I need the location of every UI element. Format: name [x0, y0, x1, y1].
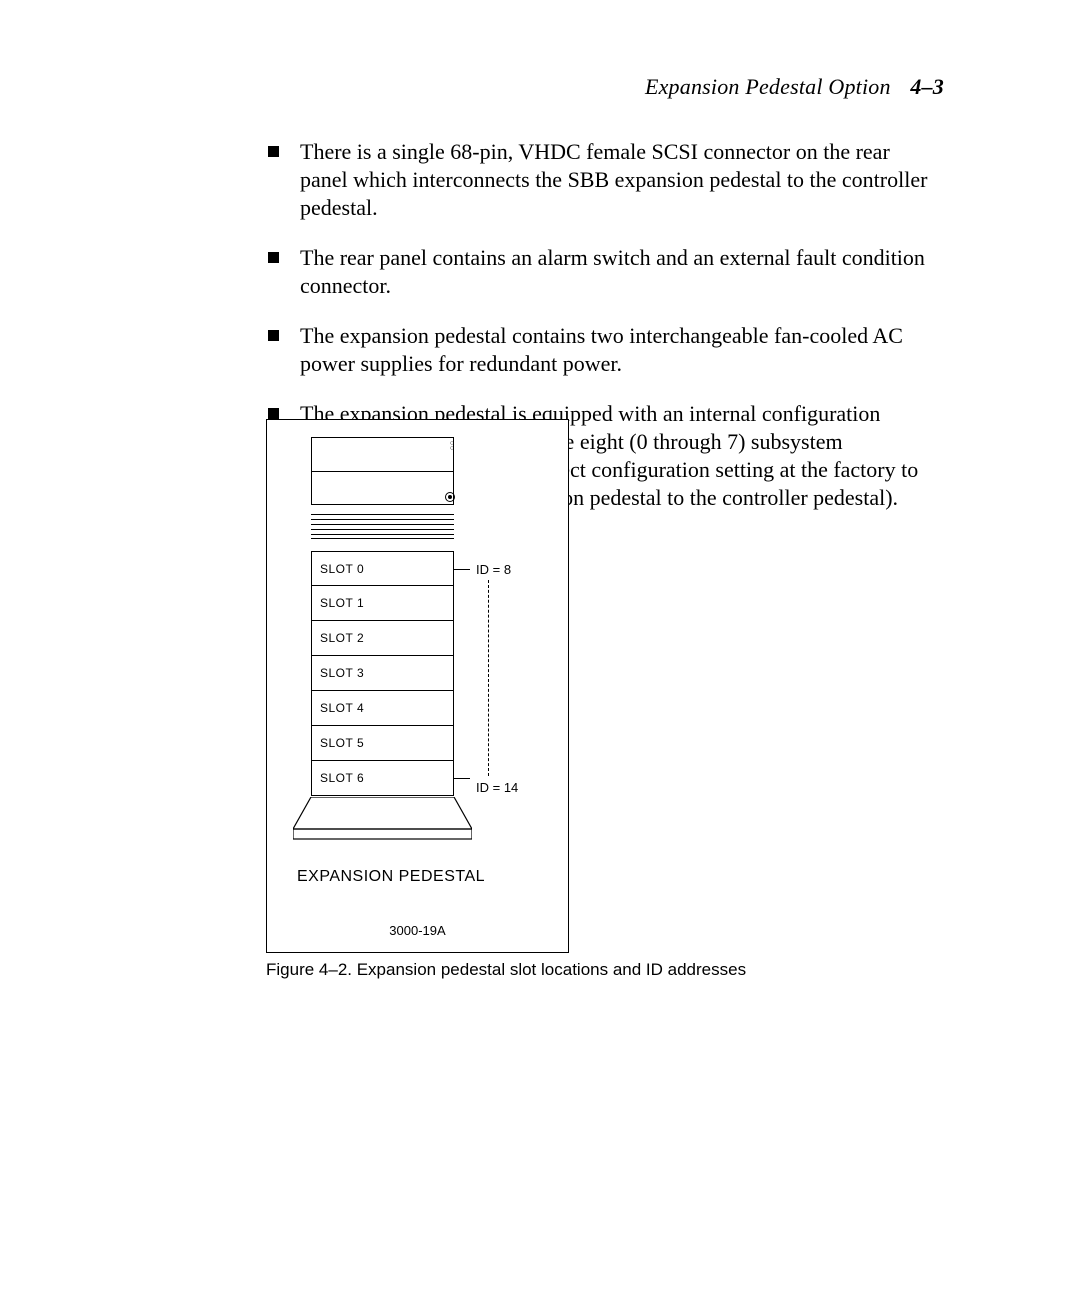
slot-label: SLOT 2 — [320, 631, 364, 645]
slot-5: SLOT 5 — [311, 726, 454, 761]
pedestal-top-panel: ○○ — [311, 437, 454, 505]
knob-icon — [445, 492, 455, 502]
page-header: Expansion Pedestal Option 4–3 — [645, 74, 944, 100]
slot-label: SLOT 6 — [320, 771, 364, 785]
slot-label: SLOT 4 — [320, 701, 364, 715]
bullet-item: The expansion pedestal contains two inte… — [268, 322, 934, 378]
slot-label: SLOT 5 — [320, 736, 364, 750]
slot-label: SLOT 0 — [320, 562, 364, 576]
figure-expansion-pedestal: ○○ SLOT 0 SLOT 1 SLOT 2 SLOT 3 SLOT 4 SL… — [266, 419, 569, 953]
slot-1: SLOT 1 — [311, 586, 454, 621]
id-label-bottom: ID = 14 — [476, 780, 518, 795]
diagram-part-number: 3000-19A — [267, 923, 568, 938]
diagram-title: EXPANSION PEDESTAL — [297, 868, 485, 886]
bullet-item: The rear panel contains an alarm switch … — [268, 244, 934, 300]
slot-4: SLOT 4 — [311, 691, 454, 726]
slot-0: SLOT 0 — [311, 551, 454, 586]
callout-tick — [453, 778, 470, 779]
page: Expansion Pedestal Option 4–3 There is a… — [0, 0, 1080, 1296]
slot-2: SLOT 2 — [311, 621, 454, 656]
id-range-dashed-line — [488, 580, 489, 776]
panel-divider — [312, 471, 453, 472]
slot-stack: SLOT 0 SLOT 1 SLOT 2 SLOT 3 SLOT 4 SLOT … — [311, 551, 454, 796]
header-title: Expansion Pedestal Option — [645, 74, 891, 99]
id-label-top: ID = 8 — [476, 562, 511, 577]
callout-tick — [453, 569, 470, 570]
pedestal-base — [293, 797, 472, 840]
figure-caption: Figure 4–2. Expansion pedestal slot loca… — [266, 960, 746, 980]
slot-label: SLOT 1 — [320, 596, 364, 610]
slot-6: SLOT 6 — [311, 761, 454, 796]
vent-stripes — [311, 514, 454, 539]
slot-3: SLOT 3 — [311, 656, 454, 691]
header-page-number: 4–3 — [910, 74, 944, 99]
slot-label: SLOT 3 — [320, 666, 364, 680]
indicator-dots-icon: ○○ — [450, 441, 454, 451]
bullet-item: There is a single 68-pin, VHDC female SC… — [268, 138, 934, 222]
